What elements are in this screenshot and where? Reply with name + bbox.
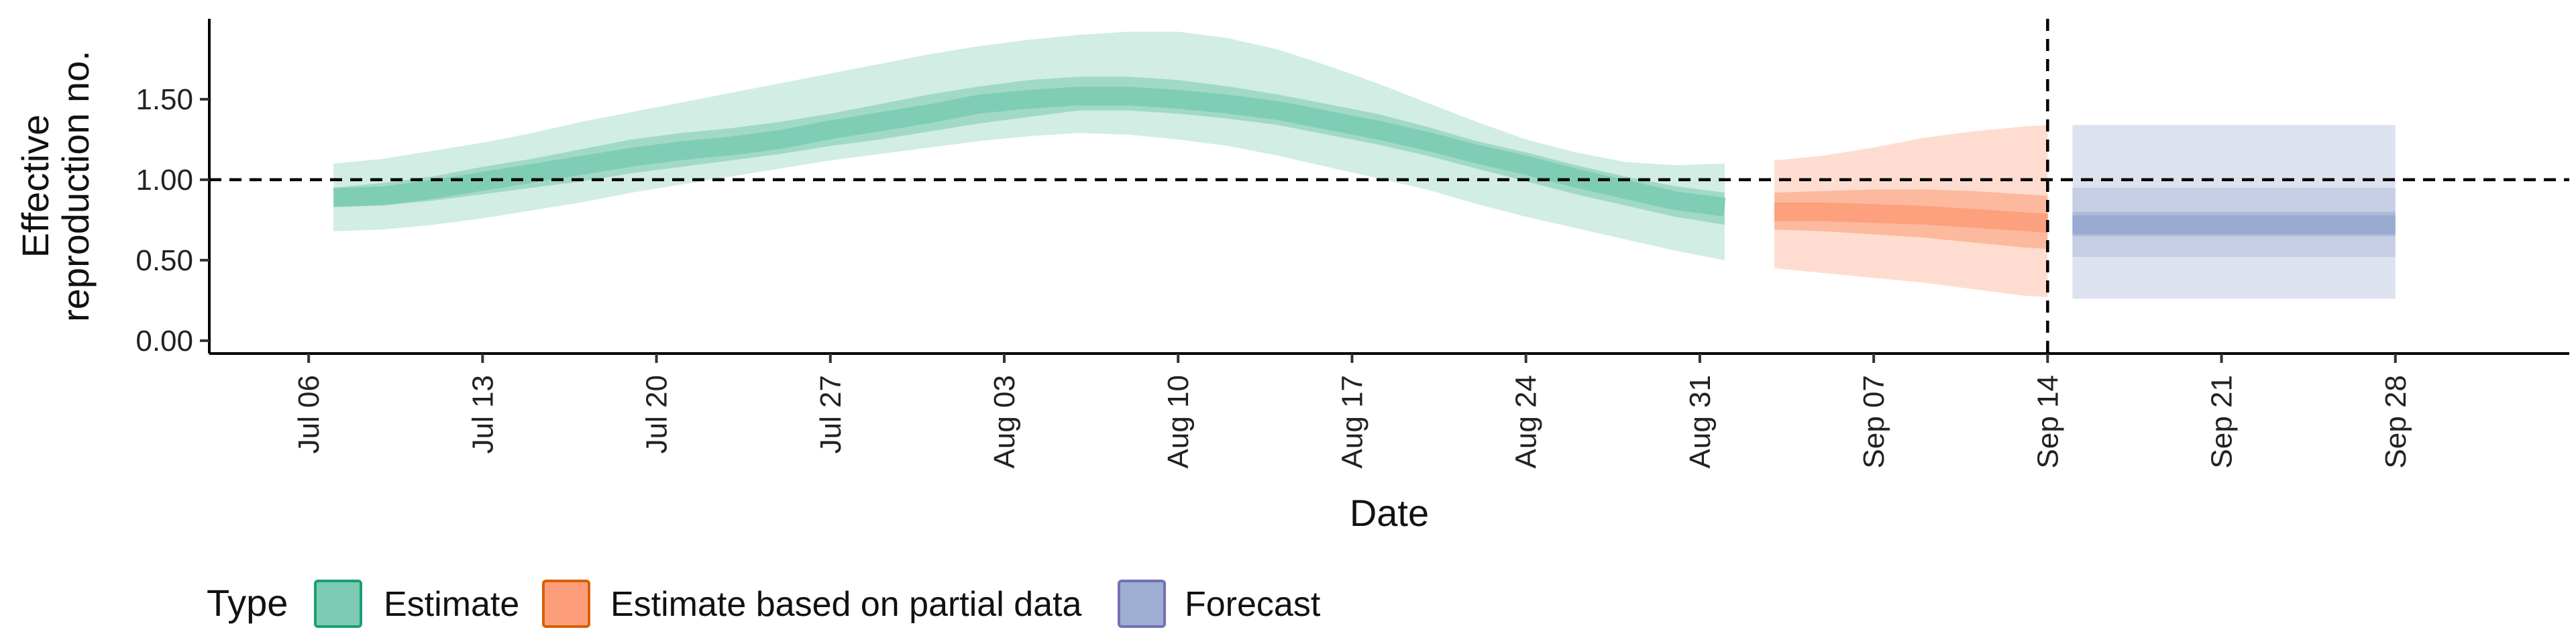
y-axis-title-line-1: Effective (14, 115, 56, 258)
x-tick-label: Aug 03 (988, 375, 1021, 468)
legend-label-estimate: Estimate (384, 585, 519, 624)
legend-title: Type (207, 582, 288, 624)
x-tick-label: Jul 20 (641, 375, 674, 453)
series-forecast (2072, 125, 2396, 299)
y-tick-label: 0.50 (136, 244, 193, 277)
legend: Type Estimate Estimate based on partial … (207, 580, 1321, 628)
y-tick-label: 1.00 (136, 164, 193, 197)
band-90-estimate (333, 32, 1725, 260)
legend-key-partial-data (542, 580, 590, 628)
x-axis-title: Date (1350, 492, 1429, 534)
y-axis-title-line-2: reproduction no. (54, 50, 97, 322)
band-90-forecast (2072, 125, 2396, 299)
x-tick-label: Jul 13 (466, 375, 499, 453)
axes: 0.00 0.50 1.00 1.50 Jul 06 Jul 13 Jul 20 Jul 27… (136, 19, 2569, 468)
median-estimate-based-on-partial-data (1774, 202, 2049, 233)
ribbon-layer (333, 32, 2396, 299)
legend-key-estimate (314, 580, 362, 628)
x-tick-label: Sep 28 (2379, 375, 2412, 468)
series-estimate (333, 32, 1726, 260)
x-tick-label: Aug 10 (1162, 375, 1195, 468)
y-tick-label: 1.50 (136, 83, 193, 116)
x-tick-label: Sep 14 (2031, 375, 2064, 468)
band-50-estimate (333, 76, 1725, 225)
x-tick-label: Sep 07 (1858, 375, 1890, 468)
x-tick-label: Jul 27 (814, 375, 847, 453)
x-tick-label: Aug 17 (1336, 375, 1368, 468)
reference-lines (209, 19, 2569, 354)
median-estimate (333, 87, 1726, 217)
x-tick-label: Jul 06 (292, 375, 325, 453)
series-estimate-based-on-partial-data (1774, 125, 2049, 298)
legend-label-partial-data: Estimate based on partial data (610, 585, 1082, 624)
x-tick-label: Aug 31 (1684, 375, 1717, 468)
x-tick-label: Aug 24 (1510, 375, 1543, 468)
legend-label-forecast: Forecast (1185, 585, 1321, 624)
y-tick-label: 0.00 (136, 325, 193, 358)
legend-key-forecast (1118, 580, 1166, 628)
x-tick-label: Sep 21 (2206, 375, 2239, 468)
